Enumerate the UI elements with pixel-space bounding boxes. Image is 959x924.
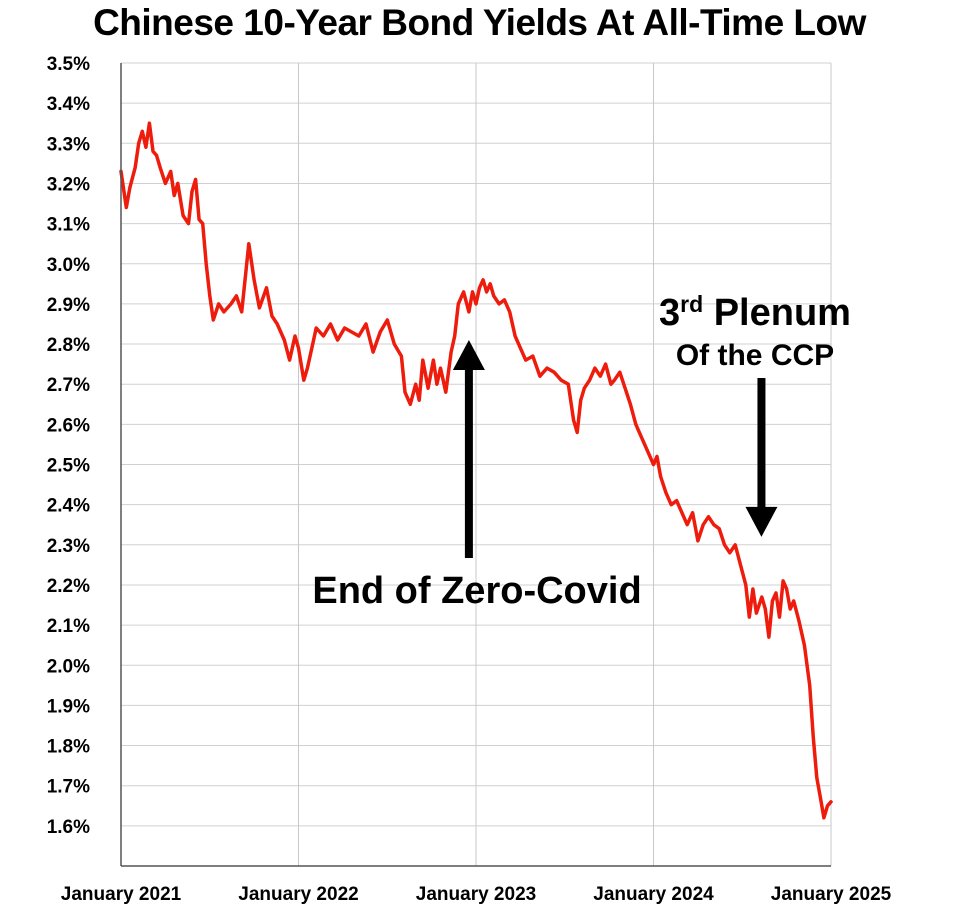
y-tick-label: 3.5% — [47, 54, 90, 75]
series-layer — [119, 121, 833, 820]
y-tick-label: 2.7% — [47, 375, 90, 396]
y-tick-label: 2.3% — [47, 536, 90, 557]
x-tick-label: January 2023 — [416, 884, 536, 905]
annotation-third-plenum-label: 3rd Plenum — [659, 291, 851, 334]
series-line-0 — [119, 121, 833, 820]
x-tick-label: January 2022 — [238, 884, 358, 905]
y-tick-label: 2.9% — [47, 295, 90, 316]
y-tick-label: 3.0% — [47, 255, 90, 276]
y-tick-label: 2.1% — [47, 616, 90, 637]
x-tick-label: January 2021 — [61, 884, 182, 905]
chart-title: Chinese 10-Year Bond Yields At All-Time … — [93, 2, 866, 43]
y-tick-label: 3.1% — [47, 215, 90, 236]
y-tick-label: 3.2% — [47, 174, 90, 195]
y-tick-label: 2.6% — [47, 415, 90, 436]
y-tick-label: 1.9% — [47, 696, 90, 717]
annotation-end-of-zero-covid-label: End of Zero-Covid — [312, 570, 641, 612]
x-axis-tick-labels: January 2021 January 2022 January 2023 Janu… — [61, 884, 892, 905]
annotation-end-of-zero-covid: End of Zero-Covid — [312, 340, 642, 612]
y-tick-label: 3.3% — [47, 134, 90, 155]
annotation-arrowhead — [745, 506, 778, 537]
y-tick-label: 2.4% — [47, 496, 90, 517]
grid-lines — [120, 62, 832, 866]
y-tick-label: 2.8% — [47, 335, 90, 356]
y-tick-label: 2.2% — [47, 576, 90, 597]
annotation-arrowhead — [452, 340, 485, 371]
y-tick-label: 1.6% — [47, 817, 90, 838]
y-tick-label: 2.5% — [47, 456, 90, 477]
x-tick-label: January 2025 — [771, 884, 892, 905]
y-axis-tick-labels: 3.5% 3.4% 3.3% 3.2% 3.1% 3.0% 2.9% 2.8% 2.7% 2.6%… — [47, 54, 90, 838]
y-tick-label: 1.8% — [47, 737, 90, 758]
y-tick-label: 1.7% — [47, 777, 90, 798]
annotation-third-plenum: 3rd Plenum Of the CCP — [659, 291, 851, 537]
axes — [120, 63, 831, 867]
annotation-third-plenum-subtitle: Of the CCP — [676, 339, 834, 372]
y-tick-label: 3.4% — [47, 94, 90, 115]
x-tick-label: January 2024 — [593, 884, 714, 905]
y-tick-label: 2.0% — [47, 656, 90, 677]
